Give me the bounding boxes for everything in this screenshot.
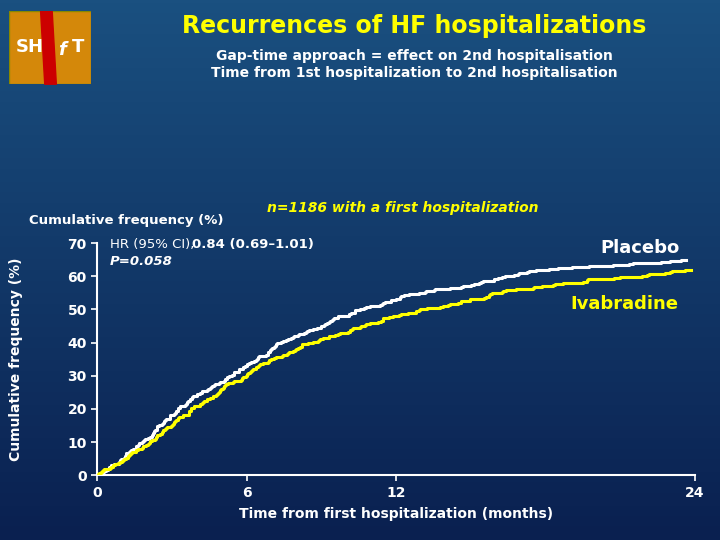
Text: f: f (58, 41, 66, 59)
FancyBboxPatch shape (9, 11, 91, 84)
Text: T: T (71, 38, 84, 56)
X-axis label: Time from first hospitalization (months): Time from first hospitalization (months) (239, 507, 553, 521)
Text: P=0.058: P=0.058 (109, 254, 173, 267)
Text: Time from 1st hospitalization to 2nd hospitalisation: Time from 1st hospitalization to 2nd hos… (211, 66, 617, 80)
Text: Cumulative frequency (%): Cumulative frequency (%) (9, 258, 23, 461)
Text: Cumulative frequency (%): Cumulative frequency (%) (29, 214, 223, 227)
Text: Placebo: Placebo (600, 239, 680, 257)
Text: SH: SH (15, 38, 43, 56)
Text: Ivabradine: Ivabradine (570, 295, 678, 313)
Text: Gap-time approach = effect on 2nd hospitalisation: Gap-time approach = effect on 2nd hospit… (215, 49, 613, 63)
Text: Recurrences of HF hospitalizations: Recurrences of HF hospitalizations (182, 14, 646, 37)
Text: HR (95% CI),: HR (95% CI), (109, 238, 198, 251)
Text: 0.84 (0.69–1.01): 0.84 (0.69–1.01) (192, 238, 314, 251)
Text: n=1186 with a first hospitalization: n=1186 with a first hospitalization (267, 201, 539, 215)
